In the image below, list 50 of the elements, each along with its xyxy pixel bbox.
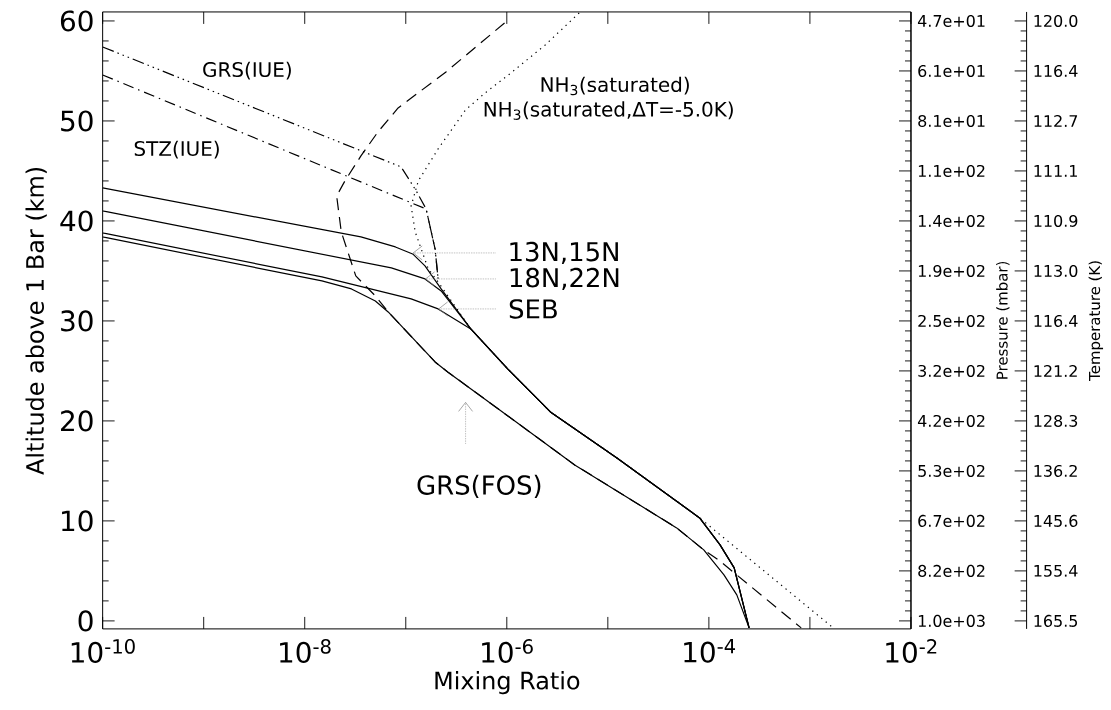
annotation: 18N,22N	[510, 267, 619, 291]
category-label: 165.5	[1034, 615, 1078, 628]
category-label: 121.2	[1034, 365, 1077, 378]
category-label: 8.1e+01	[918, 115, 985, 128]
y2-axis-title: Pressure (mbar)	[996, 262, 1010, 379]
category-label: 1.1e+02	[918, 165, 985, 178]
x-axis-title: Mixing Ratio	[435, 671, 580, 695]
y-axis-title: Altitude above 1 Bar (km)	[25, 168, 47, 476]
annotation: GRS(FOS)	[417, 475, 541, 499]
annotation: STZ(IUE)	[134, 140, 219, 159]
category-label: 6.7e+02	[918, 515, 985, 528]
y-tick-label: 40	[60, 210, 93, 232]
category-label: 6.1e+01	[918, 65, 985, 78]
annotation: GRS(IUE)	[203, 61, 291, 80]
category-label: 136.2	[1034, 465, 1077, 478]
category-label: 145.6	[1034, 515, 1078, 528]
category-label: 113.0	[1034, 265, 1078, 278]
x-tick-label: 10$^{-4}$	[684, 639, 736, 663]
y-tick-label: 20	[61, 410, 93, 432]
category-label: 5.3e+02	[918, 465, 985, 478]
x-tick-label: 10$^{-8}$	[280, 639, 331, 664]
category-label: 4.2e+02	[917, 415, 985, 428]
category-label: 116.4	[1034, 315, 1078, 328]
category-label: 111.1	[1034, 165, 1077, 177]
y-tick-label: 0	[78, 610, 93, 632]
category-label: 8.2e+02	[918, 565, 985, 578]
y-tick-label: 60	[60, 10, 93, 32]
annotation: SEB	[509, 299, 557, 319]
category-label: 116.4	[1034, 65, 1078, 78]
category-label: 110.9	[1034, 215, 1078, 228]
x-tick-label: 10$^{-6}$	[482, 639, 533, 664]
category-label: 128.3	[1034, 415, 1078, 428]
annotation: NH$_{3}$(saturated)	[541, 76, 689, 96]
y-tick-label: 50	[61, 110, 93, 132]
category-label: 1.9e+02	[918, 265, 985, 278]
category-label: 3.2e+02	[918, 365, 985, 378]
annotation: NH$_{3}$(saturated,ΔT=-5.0K)	[484, 101, 733, 121]
x-tick-label: 10$^{-10}$	[71, 639, 135, 664]
category-label: 112.7	[1034, 115, 1078, 128]
category-label: 120.0	[1034, 15, 1078, 28]
x-tick-label: 10$^{-2}$	[886, 639, 937, 664]
category-label: 2.5e+02	[918, 315, 985, 328]
category-label: 1.4e+02	[918, 215, 985, 228]
y3-axis-title: Temperature (K)	[1088, 261, 1104, 382]
category-label: 4.7e+01	[917, 15, 985, 28]
category-label: 1.0e+03	[918, 615, 985, 628]
category-label: 155.4	[1034, 565, 1078, 578]
annotation: 13N,15N	[510, 242, 618, 265]
y-tick-label: 10	[62, 510, 93, 532]
y-tick-label: 30	[61, 310, 93, 332]
